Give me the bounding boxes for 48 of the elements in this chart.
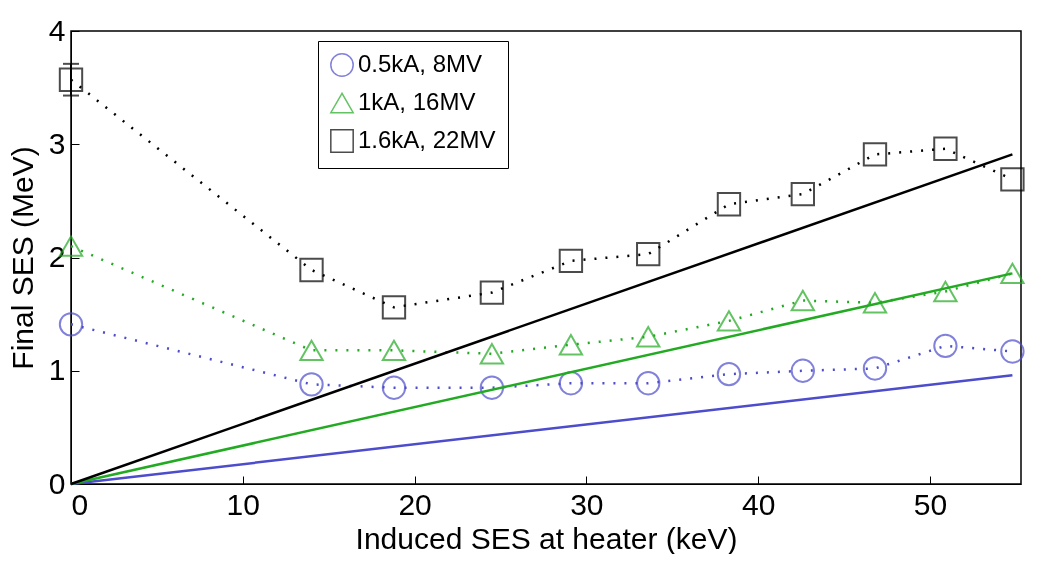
point xyxy=(558,334,584,356)
y-tick-label: 0 xyxy=(48,466,66,500)
x-tick-label: 40 xyxy=(741,487,776,521)
x-tick-label: 50 xyxy=(913,487,948,521)
point xyxy=(1000,167,1025,192)
y-tick-label: 3 xyxy=(48,126,66,160)
point xyxy=(716,310,742,332)
point xyxy=(58,67,84,92)
point xyxy=(862,142,888,167)
point xyxy=(1000,262,1025,285)
point xyxy=(479,280,505,305)
y-tick-label: 4 xyxy=(48,13,66,47)
point xyxy=(716,192,742,217)
y-tick-label: 1 xyxy=(48,353,66,387)
point xyxy=(1000,339,1025,364)
point xyxy=(933,333,958,358)
point xyxy=(636,371,661,396)
x-tick-label: 10 xyxy=(226,487,260,521)
point xyxy=(790,358,816,383)
legend-label: 1kA, 16MV xyxy=(358,88,476,115)
point xyxy=(479,375,505,400)
point xyxy=(558,371,584,396)
x-tick-label: 0 xyxy=(71,487,89,521)
point xyxy=(716,361,742,387)
x-axis-title: Induced SES at heater (keV) xyxy=(355,521,738,555)
point xyxy=(558,248,584,274)
point xyxy=(636,326,661,348)
point xyxy=(381,339,407,362)
point xyxy=(381,375,407,400)
point xyxy=(933,280,958,303)
point xyxy=(862,292,888,314)
point xyxy=(636,241,661,267)
x-tick-label: 30 xyxy=(570,487,604,521)
y-axis-title: Final SES (MeV) xyxy=(5,146,39,370)
legend-label: 0.5kA, 8MV xyxy=(358,50,483,77)
point xyxy=(862,356,888,381)
point xyxy=(58,312,84,337)
point xyxy=(479,343,505,365)
x-tick-label: 20 xyxy=(398,487,432,521)
point xyxy=(299,257,324,283)
point xyxy=(381,295,407,320)
point xyxy=(299,372,324,397)
y-tick-label: 2 xyxy=(48,240,66,273)
point xyxy=(933,136,958,161)
point xyxy=(299,339,324,362)
point xyxy=(790,181,816,207)
point xyxy=(790,289,816,312)
legend-label: 1.6kA, 22MV xyxy=(358,126,496,153)
